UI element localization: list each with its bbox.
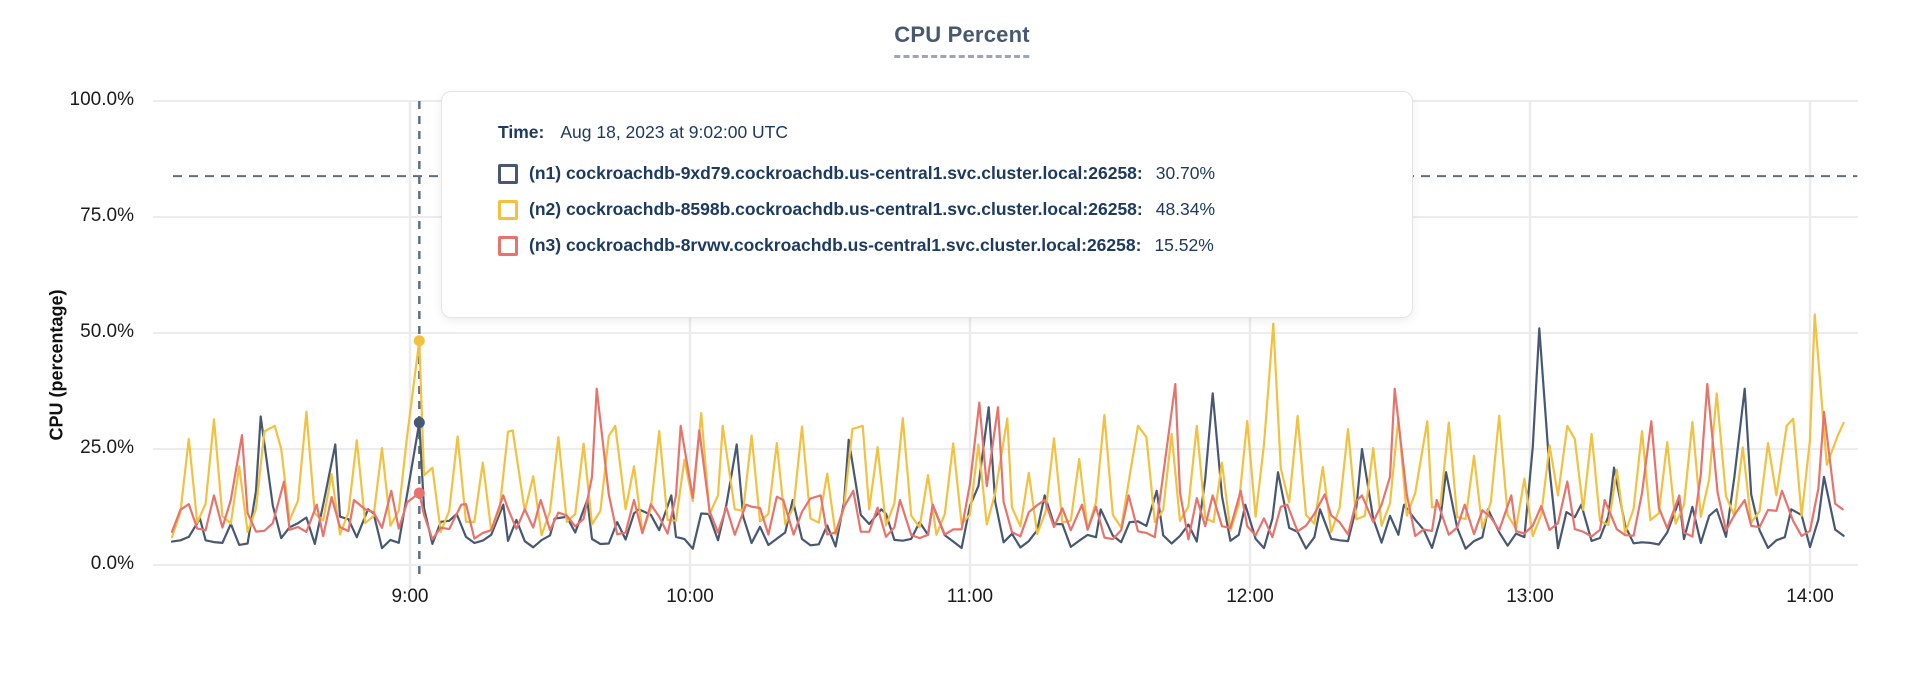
legend-swatch-n1-icon bbox=[498, 163, 518, 184]
tooltip-series-row-n3: (n3) cockroachdb-8rvwv.cockroachdb.us-ce… bbox=[498, 235, 1382, 256]
y-tick-75.0%: 75.0% bbox=[80, 205, 134, 226]
x-tick-9:00: 9:00 bbox=[391, 586, 429, 607]
legend-swatch-n3-icon bbox=[498, 235, 518, 256]
hover-dot-n1 bbox=[413, 417, 425, 429]
tooltip-series-row-n2: (n2) cockroachdb-8598b.cockroachdb.us-ce… bbox=[498, 199, 1382, 220]
tooltip-series-label: (n1) cockroachdb-9xd79.cockroachdb.us-ce… bbox=[529, 163, 1143, 183]
x-tick-14:00: 14:00 bbox=[1786, 586, 1834, 607]
tooltip-series-value: 15.52% bbox=[1154, 235, 1214, 255]
y-tick-25.0%: 25.0% bbox=[80, 437, 134, 458]
series-line-n3 bbox=[170, 382, 1844, 541]
tooltip-series-value: 30.70% bbox=[1155, 163, 1216, 183]
tooltip-series-row-n1: (n1) cockroachdb-9xd79.cockroachdb.us-ce… bbox=[498, 163, 1382, 184]
tooltip-time-row: Time: Aug 18, 2023 at 9:02:00 UTC bbox=[498, 122, 1382, 143]
chart-title: CPU Percent bbox=[894, 22, 1030, 58]
tooltip-series-label: (n3) cockroachdb-8rvwv.cockroachdb.us-ce… bbox=[529, 235, 1142, 255]
tooltip-time-label: Time: bbox=[498, 122, 545, 142]
y-tick-0.0%: 0.0% bbox=[90, 553, 134, 574]
y-tick-100.0%: 100.0% bbox=[69, 89, 134, 110]
y-tick-50.0%: 50.0% bbox=[80, 321, 134, 342]
tooltip-time-value: Aug 18, 2023 at 9:02:00 UTC bbox=[560, 122, 789, 142]
x-tick-11:00: 11:00 bbox=[946, 586, 994, 607]
series-line-n1 bbox=[170, 327, 1845, 550]
hover-dot-n3 bbox=[413, 487, 425, 499]
hover-tooltip: Time: Aug 18, 2023 at 9:02:00 UTC (n1) co… bbox=[441, 91, 1413, 318]
x-tick-12:00: 12:00 bbox=[1226, 586, 1274, 607]
series-line-n2 bbox=[170, 313, 1845, 539]
legend-swatch-n2-icon bbox=[498, 199, 518, 220]
tooltip-series-label: (n2) cockroachdb-8598b.cockroachdb.us-ce… bbox=[529, 199, 1143, 219]
hover-dot-n2 bbox=[413, 335, 425, 347]
x-tick-13:00: 13:00 bbox=[1506, 586, 1554, 607]
tooltip-series-value: 48.34% bbox=[1155, 199, 1216, 219]
x-tick-10:00: 10:00 bbox=[666, 586, 714, 607]
